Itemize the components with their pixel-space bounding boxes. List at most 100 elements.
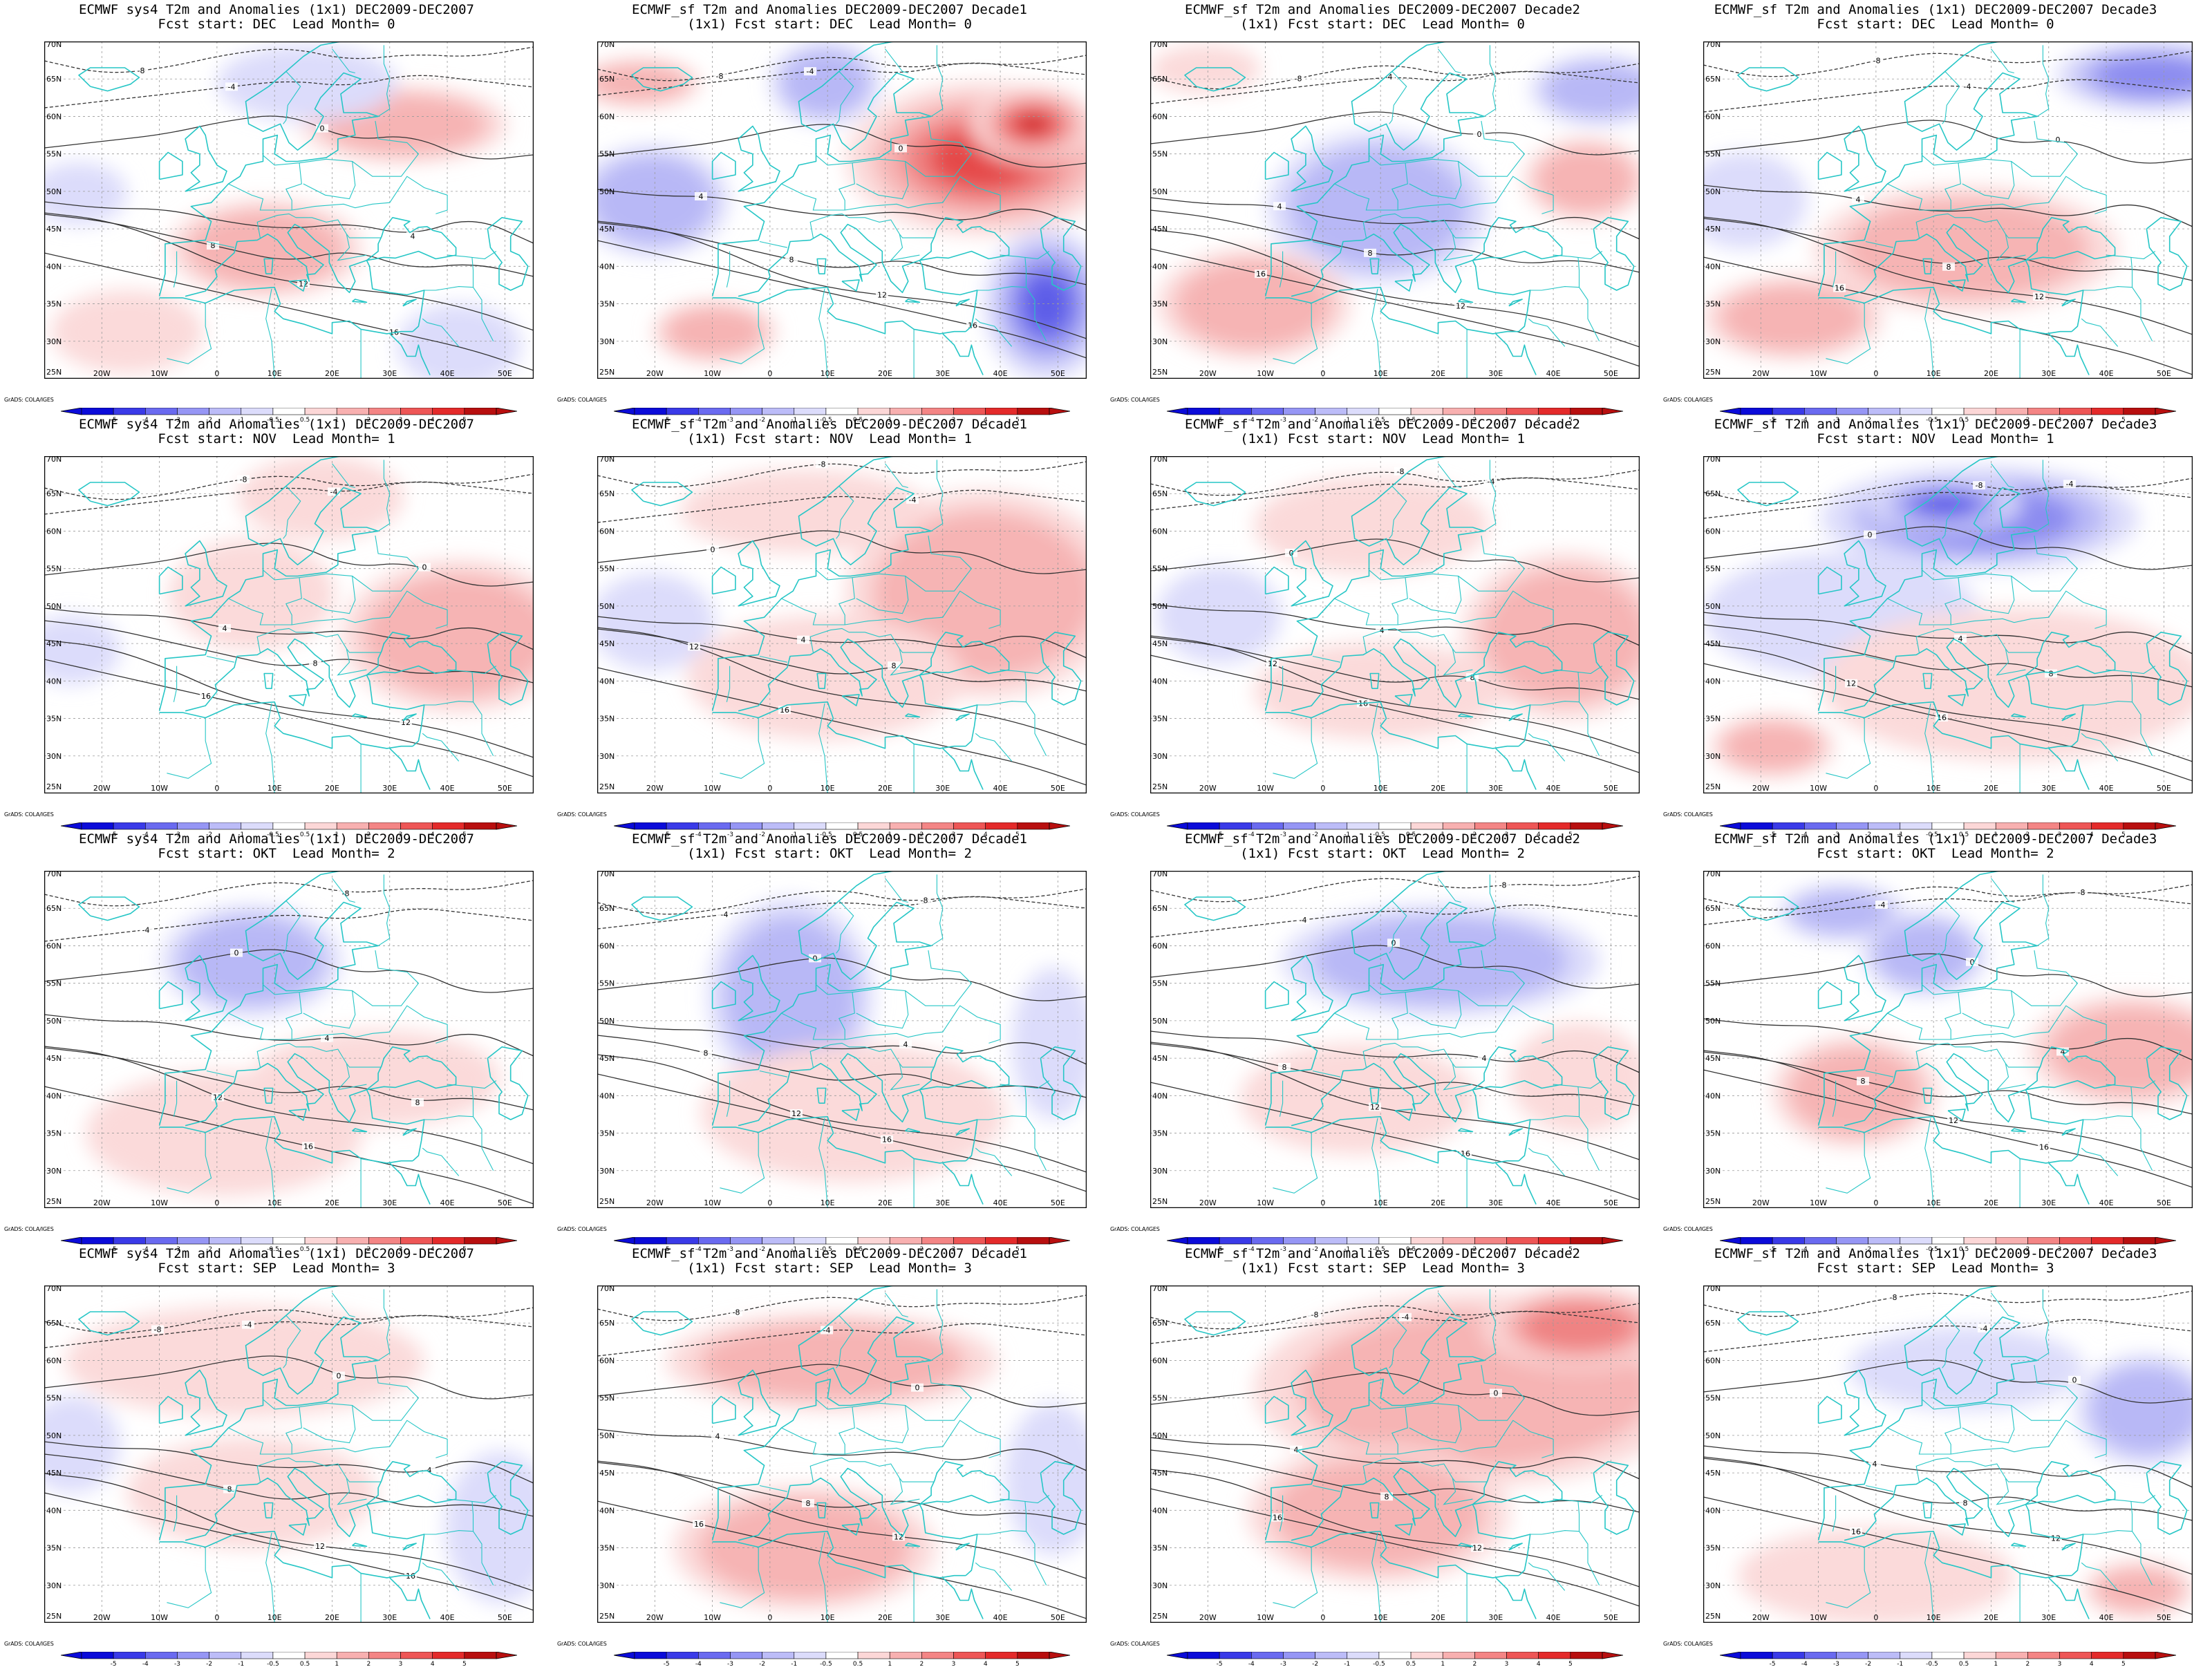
- lat-tick-label: 55N: [46, 1394, 62, 1403]
- isotherm-label-bg: [1255, 270, 1267, 279]
- colorbar-swatch: [272, 1237, 306, 1245]
- country-border: [1483, 45, 1497, 117]
- lat-tick-label: 55N: [1152, 979, 1168, 988]
- colorbar-swatch: [2091, 1652, 2124, 1659]
- map-frame: [1150, 871, 1640, 1208]
- colorbar-label: 3: [399, 1661, 403, 1667]
- isotherm-line: [44, 1315, 534, 1348]
- panel-title: ECMWF sys4 T2m and Anomalies (1x1) DEC20…: [79, 2, 474, 17]
- map-panel: ECMWF_sf T2m and Anomalies DEC2009-DEC20…: [553, 1244, 1106, 1667]
- colorbar-arrow-high: [1602, 1652, 1623, 1659]
- lat-tick-label: 65N: [1152, 1319, 1168, 1328]
- lat-tick-label: 45N: [1705, 225, 1721, 234]
- lon-tick-label: 10W: [704, 1198, 721, 1207]
- coastline: [711, 151, 736, 180]
- country-border: [473, 1531, 494, 1586]
- coastline: [1472, 1461, 1563, 1505]
- anomaly-shading: [1703, 41, 2193, 359]
- country-border: [809, 213, 850, 238]
- lon-tick-label: 30E: [1488, 369, 1503, 378]
- coastline: [1737, 67, 1799, 92]
- coastline: [1844, 223, 2084, 332]
- panel-subtitle: (1x1) Fcst start: SEP Lead Month= 3: [687, 1261, 972, 1276]
- panel-subtitle: (1x1) Fcst start: OKT Lead Month= 2: [1240, 846, 1525, 861]
- isotherm-label-bg: [411, 1098, 424, 1106]
- country-border: [2083, 257, 2133, 291]
- country-border: [781, 1005, 1001, 1044]
- isotherm-line: [597, 1460, 1087, 1579]
- lat-tick-label: 50N: [1705, 1017, 1721, 1026]
- coastline: [389, 333, 431, 375]
- lon-tick-label: 0: [1873, 1613, 1878, 1622]
- colorbar-label: 4: [1537, 1246, 1541, 1252]
- isotherm-line: [597, 530, 1087, 574]
- colorbar-label: 0.5: [1406, 1246, 1416, 1252]
- coastline: [738, 125, 780, 192]
- country-border: [1405, 988, 1462, 1029]
- country-border: [173, 1495, 178, 1532]
- coastline: [185, 223, 425, 332]
- colorbar-swatch: [2027, 1237, 2060, 1245]
- isotherm-line: [1703, 612, 2193, 654]
- colorbar-swatch: [1963, 408, 1996, 415]
- country-border: [377, 45, 391, 117]
- warm-anomaly-area: [1482, 569, 1640, 702]
- country-border: [2036, 45, 2050, 117]
- cold-anomaly-area: [597, 156, 713, 245]
- isotherm-label-bg: [309, 659, 321, 668]
- coastline: [2146, 1461, 2188, 1535]
- lon-tick-label: 40E: [440, 1613, 455, 1622]
- country-border: [1922, 984, 1961, 1039]
- anomaly-map: -8-4048121670N65N60N55N50N45N40N35N30N25…: [1150, 41, 1640, 379]
- colorbar-label: 0.5: [1406, 1661, 1416, 1667]
- isotherm-label-bg: [218, 623, 231, 632]
- lon-tick-label: 40E: [2099, 1198, 2114, 1207]
- lat-tick-label: 35N: [1152, 1129, 1168, 1138]
- isotherm-label: -8: [138, 66, 145, 75]
- panel-title: ECMWF_sf T2m and Anomalies DEC2009-DEC20…: [632, 417, 1027, 432]
- lon-tick-label: 20W: [1199, 369, 1217, 378]
- country-border: [473, 701, 494, 757]
- colorbar-swatch: [1474, 822, 1507, 830]
- colorbar-label: 0.5: [1406, 417, 1416, 423]
- cold-anomaly-area: [1792, 890, 1891, 934]
- colorbar-swatch: [81, 822, 114, 830]
- colorbar-swatch: [1963, 1237, 1996, 1245]
- colorbar-swatch: [825, 1237, 859, 1245]
- isotherm-line: [597, 667, 1087, 786]
- lat-tick-label: 25N: [1705, 368, 1721, 377]
- colorbar-swatch: [762, 1652, 795, 1659]
- colorbar-swatch: [1900, 822, 1933, 830]
- coastline: [159, 1115, 413, 1164]
- lon-tick-label: 10E: [821, 784, 835, 793]
- colorbar-swatch: [241, 1237, 274, 1245]
- country-border: [2132, 701, 2153, 757]
- colorbar-swatch: [2027, 822, 2060, 830]
- isotherm-label: 12: [2051, 1534, 2061, 1543]
- colorbar-swatch: [113, 1652, 146, 1659]
- isotherm-label: 8: [211, 241, 216, 250]
- map-frame: [1703, 456, 2193, 793]
- country-border: [890, 234, 920, 261]
- country-border: [1579, 1116, 1600, 1171]
- isotherm-line: [597, 1022, 1087, 1065]
- colorbar-label: -2: [1312, 1661, 1318, 1667]
- country-border: [1334, 1005, 1554, 1044]
- colorbar-label: -3: [1833, 417, 1839, 423]
- panel-title: ECMWF_sf T2m and Anomalies DEC2009-DEC20…: [632, 831, 1027, 847]
- country-borders: [1826, 1289, 2156, 1623]
- warm-anomaly-area: [51, 290, 203, 373]
- isotherm-label-bg: [713, 72, 726, 80]
- colorbar-swatch: [889, 408, 922, 415]
- isotherm-label: -8: [1311, 1310, 1319, 1319]
- coastline: [185, 1467, 425, 1576]
- isotherm-line: [44, 1492, 534, 1611]
- lat-tick-label: 50N: [46, 1431, 62, 1440]
- panel-title: ECMWF_sf T2m and Anomalies DEC2009-DEC20…: [632, 2, 1027, 17]
- coastline: [1040, 1046, 1082, 1120]
- lon-tick-label: 30E: [935, 1198, 950, 1207]
- colorbar-label: -1: [1897, 417, 1903, 423]
- country-border: [2083, 672, 2133, 706]
- country-border: [1026, 701, 1047, 757]
